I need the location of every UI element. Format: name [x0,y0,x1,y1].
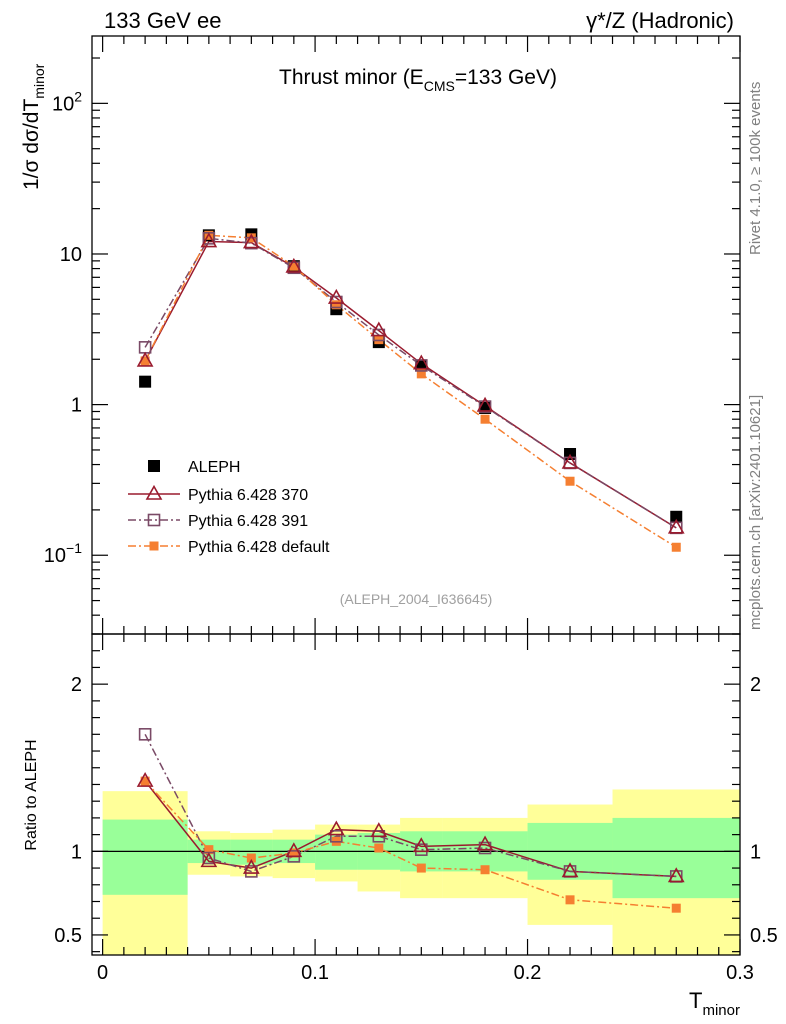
main-series-markers [136,228,685,552]
ratio-y-tick-label: 2 [71,674,82,696]
main-series-lines [144,234,677,548]
ratio-line-p391 [144,733,677,878]
ratio-point-default [140,776,150,786]
legend-marker-p370 [145,484,163,500]
main-line-p370 [144,240,677,529]
ratio-point-default [204,845,214,855]
main-point-aleph [670,510,683,523]
ratio-point-p370 [242,858,260,874]
legend-label-p370: Pythia 6.428 370 [188,487,308,504]
ratio-point-default [416,863,426,873]
main-point-p370 [667,518,685,534]
main-line-p391 [144,237,677,529]
main-point-default [289,261,299,271]
ratio-y-tick-label: 0.5 [54,925,82,947]
ratio-point-default [246,853,256,863]
main-point-p370 [476,396,494,412]
ratio-point-default [671,903,681,913]
main-point-p370 [327,288,345,304]
main-point-p391 [478,400,492,413]
x-axis-label: Tminor [689,988,740,1019]
main-line-default [144,234,677,548]
ratio-point-p370 [561,862,579,878]
main-point-default [671,542,681,552]
main-point-p370 [370,321,388,337]
main-point-p370 [285,257,303,273]
ratio-y-tick-label: 1 [71,841,82,863]
legend-label-p391: Pythia 6.428 391 [188,513,308,530]
ratio-x-axis: 0 0.1 0.2 0.3 [97,634,754,984]
ratio-point-default [565,895,575,905]
ratio-point-p370 [476,835,494,851]
main-point-default [374,335,384,345]
mcplots-label: mcplots.cern.ch [arXiv:2401.10621] [747,395,764,630]
ratio-y-tick-label-right: 1 [750,841,761,863]
main-point-p391 [245,236,258,250]
band-inner-0 [102,819,188,895]
main-point-p370 [561,453,579,469]
ratio-series-markers [136,728,685,913]
ratio-point-p391 [330,829,343,843]
ratio-point-p370 [327,820,345,836]
ratio-point-default [374,843,384,853]
main-point-p370 [242,233,260,249]
main-point-default [416,369,426,379]
legend-label-aleph: ALEPH [188,459,240,476]
ratio-point-default [480,865,490,875]
ratio-point-default [289,848,299,858]
main-point-default [140,356,150,366]
legend-label-default: Pythia 6.428 default [188,539,330,556]
chart-title: Thrust minor (ECMS=133 GeV) [279,66,557,94]
main-point-p370 [136,351,154,367]
x-tick-label: 0.3 [726,962,754,984]
main-y-tick-label: 10−1 [44,540,82,567]
ratio-frame [91,633,741,956]
ratio-point-p370 [136,771,154,787]
main-point-default [565,476,575,486]
x-tick-label: 0.1 [301,962,329,984]
energy-label: 133 GeV ee [104,8,221,33]
main-y-tick-label: 102 [52,88,82,115]
ratio-point-p370 [412,837,430,853]
main-point-aleph [139,375,152,388]
x-tick-label: 0 [97,962,108,984]
main-point-p391 [330,295,343,309]
legend-marker-p391 [147,513,161,527]
x-tick-label: 0.2 [514,962,542,984]
ratio-point-p391 [138,728,152,741]
main-point-default [480,414,490,424]
main-y-tick-label: 10 [60,244,82,266]
ratio-point-p370 [370,822,388,838]
ratio-point-p370 [200,852,218,868]
main-y-axis: 10−1 1 10 102 [44,57,740,635]
ratio-y-tick-label-right: 0.5 [750,925,778,947]
ratio-point-p370 [285,842,303,858]
ratio-y-axis: 0.5 0.5 1 1 2 2 [54,633,778,953]
main-point-default [331,300,341,310]
main-point-p370 [412,354,430,370]
legend-marker-aleph [148,460,160,472]
ratio-line-default [144,780,677,909]
legend: ALEPH Pythia 6.428 370 Pythia 6.428 391 Pyt… [128,459,330,556]
main-point-p370 [200,232,218,248]
band-inner-9 [612,817,740,899]
ratio-series-lines [144,733,677,909]
main-y-tick-label: 1 [71,395,82,417]
rivet-label: Rivet 4.1.0, ≥ 100k events [747,82,764,255]
main-y-axis-label: 1/σ dσ/dTminor [20,63,47,190]
ratio-y-axis-label: Ratio to ALEPH [23,739,40,850]
ratio-y-tick-label-right: 2 [750,674,761,696]
process-label: γ*/Z (Hadronic) [586,8,734,33]
ratio-point-p370 [667,867,685,883]
legend-marker-default [149,541,159,551]
main-x-ticks [102,36,741,634]
analysis-id-label: (ALEPH_2004_I636645) [340,591,493,607]
